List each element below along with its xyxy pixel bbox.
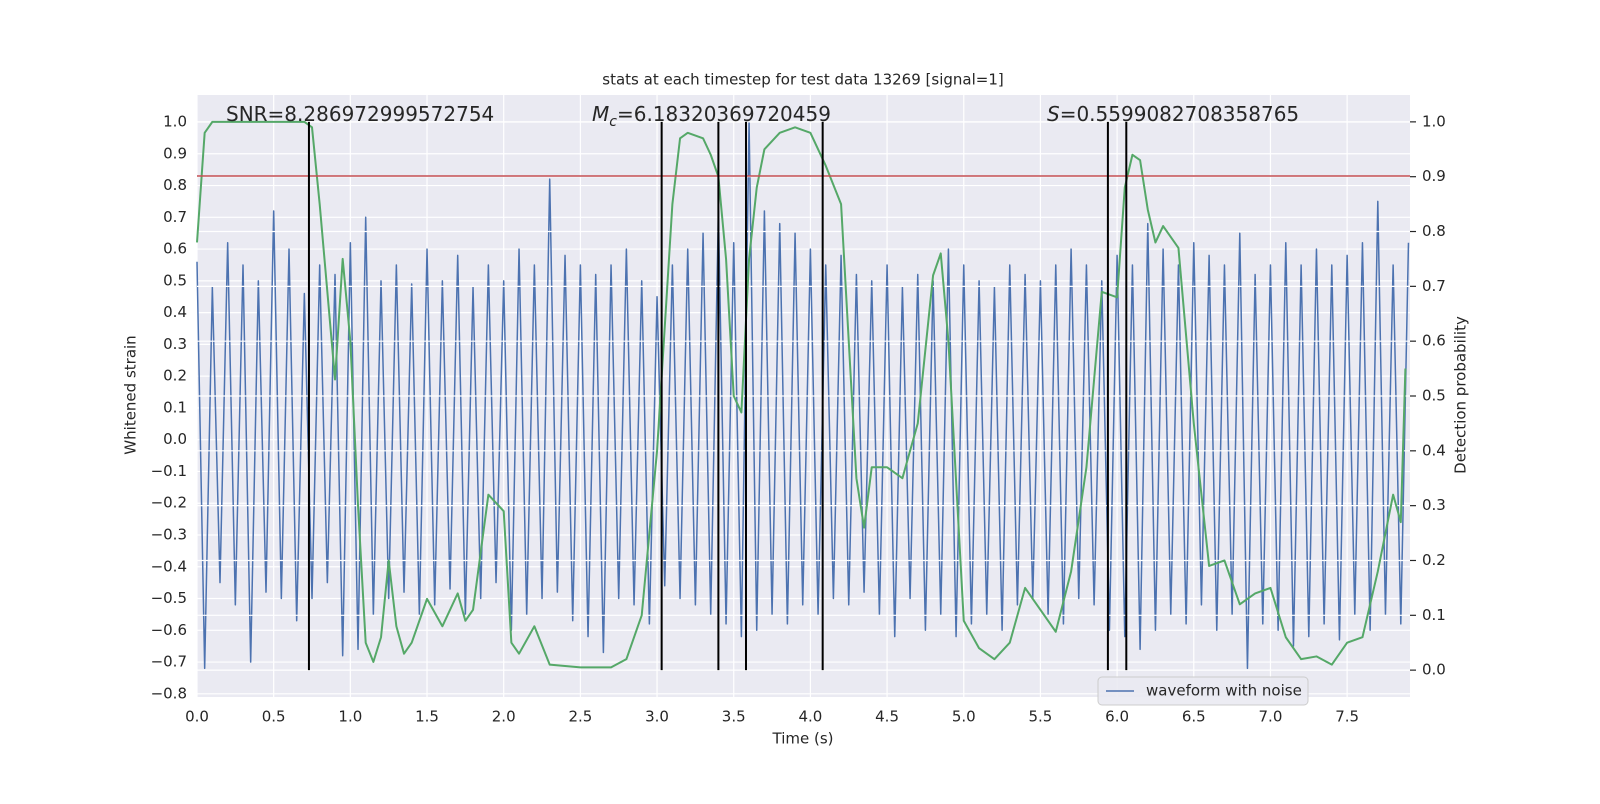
x-tick-label: 4.5 bbox=[875, 708, 899, 726]
y-tick-label: 0.9 bbox=[163, 144, 187, 162]
x-tick-label: 7.0 bbox=[1259, 708, 1283, 726]
annotation-symbol: M bbox=[592, 102, 609, 126]
y-tick-label: 0.1 bbox=[163, 398, 187, 416]
y-tick-label: 1.0 bbox=[163, 113, 187, 131]
annotation-text: =6.18320369720459 bbox=[617, 102, 831, 126]
overlay: SNR=8.286972999572754 Mc=6.18320369720459… bbox=[196, 102, 1410, 706]
annotation-text: =0.5599082708358765 bbox=[1060, 102, 1299, 126]
x-tick-label: 6.0 bbox=[1105, 708, 1129, 726]
y2-tick-label: 0.0 bbox=[1422, 661, 1446, 679]
y-tick-label: −0.4 bbox=[151, 557, 187, 575]
y-tick-label: −0.7 bbox=[151, 653, 187, 671]
marks bbox=[196, 121, 1410, 670]
x-tick-label: 1.0 bbox=[338, 708, 362, 726]
y-axis-label: Whitened strain bbox=[122, 335, 140, 454]
y-tick-label: −0.8 bbox=[151, 684, 187, 702]
x-tick-label: 1.5 bbox=[415, 708, 439, 726]
x-tick-label: 3.5 bbox=[722, 708, 746, 726]
x-tick-label: 0.0 bbox=[185, 708, 209, 726]
y2-tick-label: 0.8 bbox=[1422, 222, 1446, 240]
y-tick-label: 0.0 bbox=[163, 430, 187, 448]
grid-y2 bbox=[197, 121, 1410, 671]
y2-tick-label: 0.2 bbox=[1422, 551, 1446, 569]
y-tick-label: −0.2 bbox=[151, 494, 187, 512]
y-tick-label: −0.3 bbox=[151, 525, 187, 543]
legend: waveform with noise bbox=[1097, 676, 1309, 706]
x-tick-label: 5.0 bbox=[952, 708, 976, 726]
y2-tick-label: 0.4 bbox=[1422, 441, 1446, 459]
x-tick-label: 6.5 bbox=[1182, 708, 1206, 726]
annotation-subscript: c bbox=[609, 114, 617, 130]
y-tick-label: 0.5 bbox=[163, 271, 187, 289]
y2-tick-label: 0.1 bbox=[1422, 606, 1446, 624]
y-tick-label: 0.3 bbox=[163, 335, 187, 353]
annotation: S=0.5599082708358765 bbox=[1047, 102, 1299, 126]
chart-title: stats at each timestep for test data 132… bbox=[602, 71, 1003, 89]
annotation: Mc=6.18320369720459 bbox=[592, 102, 831, 130]
series-line bbox=[196, 121, 1410, 670]
y2-axis-label: Detection probability bbox=[1452, 316, 1470, 474]
x-tick-label: 7.5 bbox=[1335, 708, 1359, 726]
annotation-text: SNR=8.286972999572754 bbox=[226, 102, 494, 126]
x-tick-label: 5.5 bbox=[1028, 708, 1052, 726]
y-tick-label: 0.2 bbox=[163, 367, 187, 385]
series-line bbox=[196, 120, 1407, 669]
legend-box bbox=[1097, 676, 1309, 706]
y-tick-label: 0.6 bbox=[163, 240, 187, 258]
x-tick-label: 3.0 bbox=[645, 708, 669, 726]
y2-tick-label: 1.0 bbox=[1422, 112, 1446, 130]
y2-tick-label: 0.7 bbox=[1422, 277, 1446, 295]
y2-tick-label: 0.6 bbox=[1422, 332, 1446, 350]
y2-tick-label: 0.5 bbox=[1422, 387, 1446, 405]
x-tick-label: 2.0 bbox=[492, 708, 516, 726]
x-axis-label: Time (s) bbox=[772, 730, 834, 748]
y-tick-label: −0.5 bbox=[151, 589, 187, 607]
x-tick-label: 4.0 bbox=[798, 708, 822, 726]
y2-tick-label: 0.3 bbox=[1422, 496, 1446, 514]
annotation-symbol: S bbox=[1047, 102, 1060, 126]
y-tick-label: −0.6 bbox=[151, 621, 187, 639]
x-tick-label: 0.5 bbox=[262, 708, 286, 726]
y2-tick-label: 0.9 bbox=[1422, 167, 1446, 185]
y-tick-label: 0.4 bbox=[163, 303, 187, 321]
y-tick-label: 0.8 bbox=[163, 176, 187, 194]
y-tick-label: −0.1 bbox=[151, 462, 187, 480]
legend-label: waveform with noise bbox=[1146, 682, 1302, 700]
x-tick-label: 2.5 bbox=[568, 708, 592, 726]
y-tick-label: 0.7 bbox=[163, 208, 187, 226]
annotation: SNR=8.286972999572754 bbox=[226, 102, 494, 126]
